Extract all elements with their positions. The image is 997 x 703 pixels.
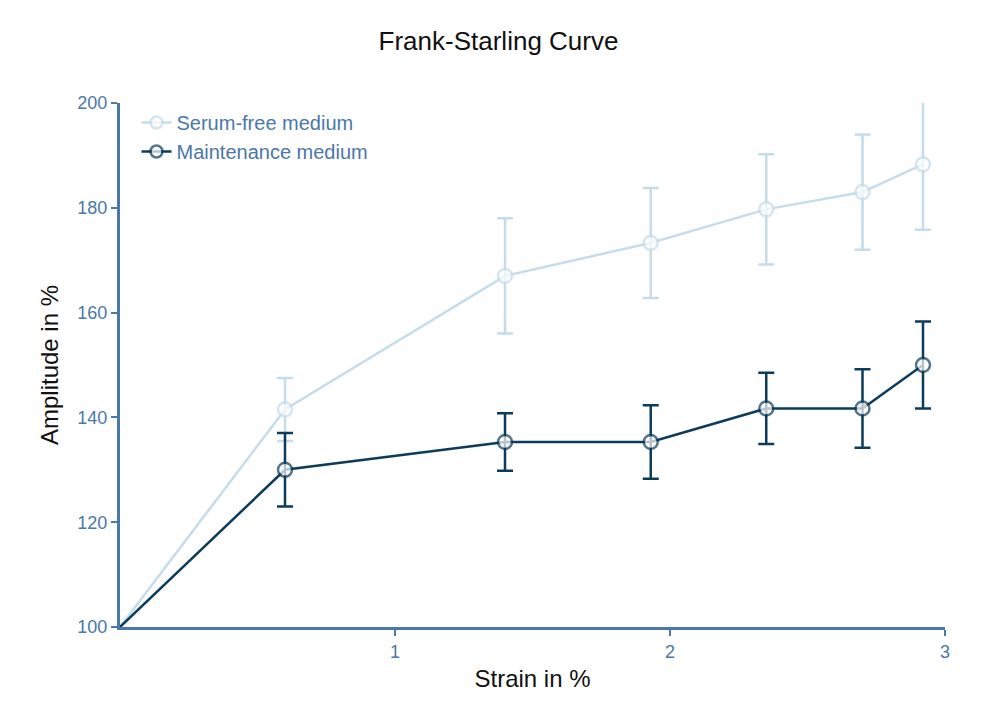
svg-text:160: 160 <box>77 303 107 323</box>
svg-text:140: 140 <box>77 408 107 428</box>
svg-text:Maintenance medium: Maintenance medium <box>177 141 368 163</box>
svg-text:200: 200 <box>77 93 107 113</box>
svg-text:Strain in %: Strain in % <box>474 665 590 692</box>
svg-text:Serum-free medium: Serum-free medium <box>177 112 354 134</box>
svg-text:2: 2 <box>665 642 675 662</box>
svg-text:Frank-Starling Curve: Frank-Starling Curve <box>379 26 619 56</box>
svg-text:180: 180 <box>77 198 107 218</box>
svg-text:3: 3 <box>940 642 950 662</box>
svg-text:100: 100 <box>77 617 107 637</box>
svg-text:1: 1 <box>390 642 400 662</box>
svg-text:Amplitude in %: Amplitude in % <box>36 285 63 445</box>
svg-text:120: 120 <box>77 513 107 533</box>
